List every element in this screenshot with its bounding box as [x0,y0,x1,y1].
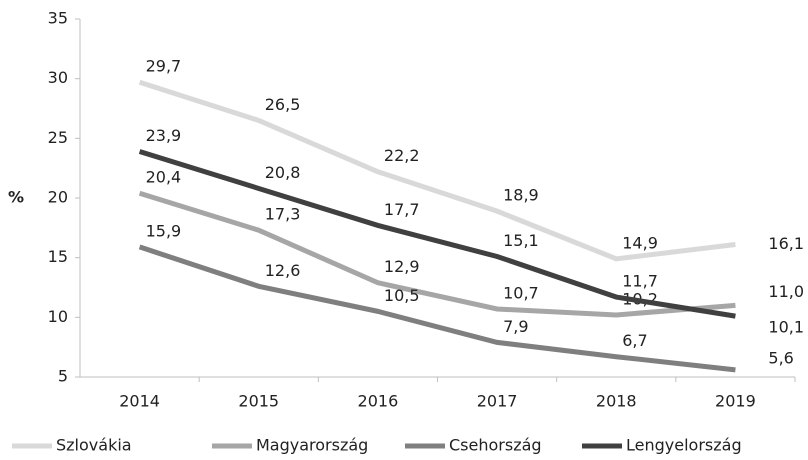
y-tick-label: 15 [48,247,68,266]
data-label: 15,1 [503,231,539,250]
data-label: 20,8 [265,163,301,182]
data-label: 10,5 [384,286,420,305]
x-tick-label: 2014 [119,392,160,411]
y-tick-label: 25 [48,128,68,147]
x-tick-label: 2015 [238,392,279,411]
data-label: 22,2 [384,146,420,165]
data-label: 29,7 [146,57,182,76]
data-label: 14,9 [622,233,658,252]
data-label: 11,0 [768,282,804,301]
data-label: 11,7 [622,272,658,291]
data-label: 5,6 [768,348,793,367]
data-label: 10,7 [503,283,539,302]
data-label: 6,7 [622,331,647,350]
data-label: 15,9 [146,221,182,240]
x-tick-label: 2018 [596,392,637,411]
data-label: 12,9 [384,257,420,276]
y-tick-label: 35 [48,9,68,28]
data-label: 20,4 [146,168,182,187]
data-label: 10,1 [768,318,804,337]
y-tick-label: 10 [48,307,68,326]
series-line [138,190,736,318]
y-tick-label: 5 [58,367,68,386]
data-label: 7,9 [503,317,528,336]
x-tick-label: 2016 [358,392,399,411]
x-tick-label: 2017 [477,392,518,411]
y-axis-label: % [8,188,24,207]
data-label: 17,3 [265,205,301,224]
legend-label: Lengyelország [626,436,742,455]
data-label: 18,9 [503,186,539,205]
legend-label: Szlovákia [56,436,132,455]
legend-label: Magyarország [256,436,368,455]
data-label: 12,6 [265,261,301,280]
legend-label: Csehország [449,436,542,455]
y-tick-label: 20 [48,188,68,207]
x-tick-label: 2019 [715,392,756,411]
data-label: 26,5 [265,95,301,114]
data-label: 16,1 [768,234,804,253]
series-line [138,149,736,319]
series-line [138,79,736,262]
y-tick-label: 30 [48,68,68,87]
series-line [138,244,736,373]
data-label: 17,7 [384,200,420,219]
data-label: 23,9 [146,126,182,145]
